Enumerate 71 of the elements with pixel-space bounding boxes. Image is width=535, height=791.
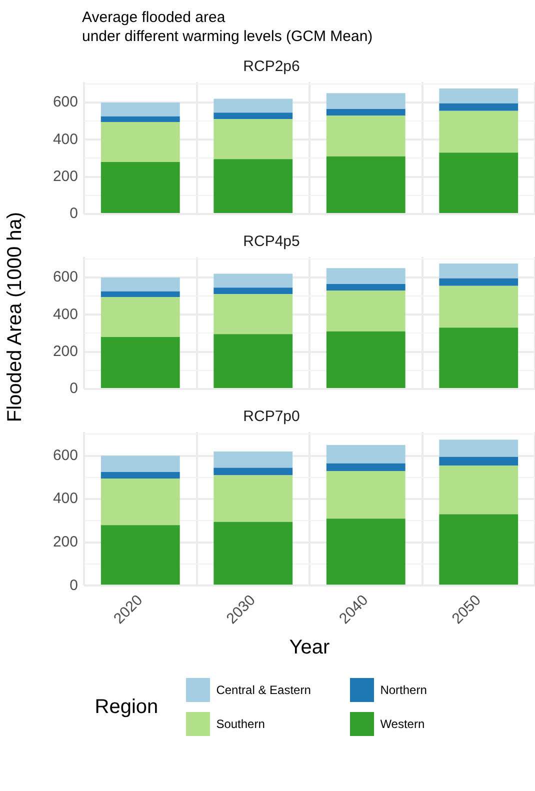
legend-label: Western (380, 717, 425, 731)
legend-title: Region (94, 696, 158, 718)
y-tick-label: 600 (52, 268, 78, 286)
bar (326, 93, 406, 109)
y-tick-label: 600 (52, 94, 78, 111)
bar (214, 468, 293, 476)
bar (100, 525, 180, 585)
y-tick-label: 600 (52, 446, 78, 464)
bar (214, 98, 293, 113)
bar (326, 115, 406, 156)
bar (439, 286, 518, 328)
y-tick-label: 200 (52, 342, 78, 360)
bar (439, 110, 518, 153)
bar (214, 475, 293, 522)
legend-label: Southern (216, 717, 265, 731)
bar (100, 122, 180, 162)
bar (439, 103, 518, 111)
bar (214, 294, 293, 334)
bar (326, 284, 406, 290)
chart-title: Average flooded area under different warming levels (GCM Mean) (81, 8, 374, 47)
y-tick-label: 200 (52, 168, 78, 185)
bar (326, 108, 406, 116)
y-tick-label: 400 (52, 490, 78, 508)
bar (439, 278, 518, 286)
chart-subtitle: RCP4p5 (243, 233, 300, 250)
bar (100, 336, 180, 388)
bar (439, 466, 518, 514)
bar (326, 463, 406, 471)
bar (214, 112, 293, 120)
bar (100, 162, 180, 213)
bar (100, 291, 180, 297)
y-tick-label: 400 (52, 306, 78, 323)
y-axis-title: Flooded Area (1000 ha) (4, 211, 27, 422)
legend-label: Central & Eastern (216, 683, 311, 697)
bar (326, 268, 406, 284)
bar (326, 290, 406, 332)
legend-label: Northern (380, 683, 427, 697)
bar (100, 102, 180, 116)
bar (326, 444, 406, 464)
bar (439, 328, 518, 388)
y-tick-label: 0 (70, 576, 78, 594)
bar (214, 288, 293, 294)
bar (214, 522, 293, 585)
bar (326, 156, 406, 213)
bar (100, 456, 180, 472)
bar (326, 470, 406, 519)
bar (214, 451, 293, 468)
y-tick-label: 0 (70, 380, 78, 398)
bar (214, 334, 293, 388)
bar (214, 159, 293, 213)
bar (439, 152, 518, 213)
bar (100, 296, 180, 337)
bar (326, 518, 406, 585)
y-tick-label: 200 (52, 534, 78, 551)
bar (100, 472, 180, 479)
bar (439, 514, 518, 585)
bar (214, 119, 293, 160)
chart-subtitle: RCP2p6 (243, 58, 300, 76)
bar (439, 264, 518, 278)
chart-subtitle: RCP7p0 (243, 408, 300, 426)
y-tick-label: 400 (52, 130, 78, 148)
bar (100, 116, 180, 122)
x-axis-title: Year (289, 636, 330, 659)
bar (326, 331, 406, 388)
y-tick-label: 0 (70, 205, 78, 222)
bar (439, 440, 518, 457)
bar (439, 456, 518, 466)
bar (214, 274, 293, 288)
bar (439, 88, 518, 104)
bar (100, 277, 180, 292)
bar (100, 478, 180, 526)
